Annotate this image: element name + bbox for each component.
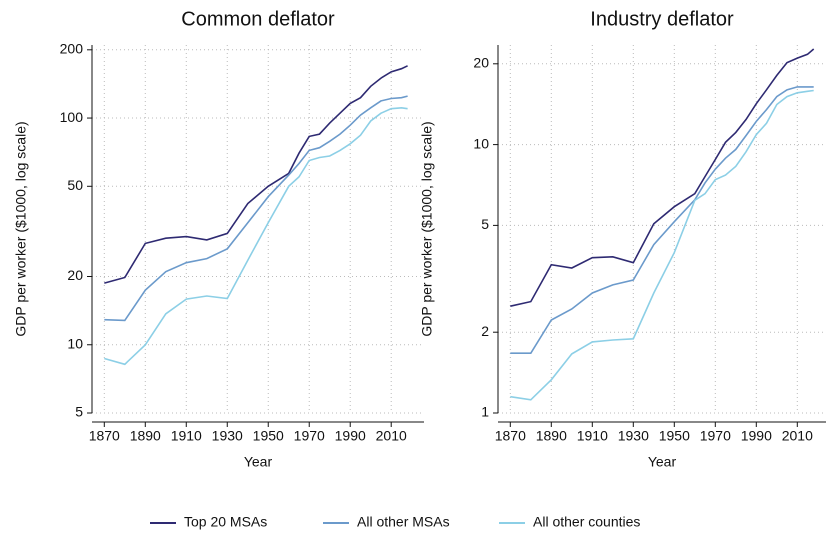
- x-tick-label: 1890: [536, 428, 567, 444]
- x-tick-label: 1870: [495, 428, 526, 444]
- x-tick-label: 2010: [782, 428, 813, 444]
- panel-title: Industry deflator: [590, 8, 734, 30]
- x-tick-label: 1990: [741, 428, 772, 444]
- series-line: [104, 95, 408, 322]
- x-tick-label: 1910: [577, 428, 608, 444]
- y-axis-label: GDP per worker ($1000, log scale): [13, 121, 29, 336]
- y-tick-label: 1: [481, 404, 489, 420]
- y-tick-label: 5: [75, 404, 83, 420]
- series-line: [510, 89, 814, 401]
- y-tick-label: 20: [473, 55, 489, 71]
- series-line: [510, 86, 814, 354]
- x-axis-label: Year: [244, 454, 273, 470]
- y-axis-label: GDP per worker ($1000, log scale): [419, 121, 435, 336]
- y-tick-label: 50: [67, 177, 83, 193]
- y-tick-label: 10: [67, 335, 83, 351]
- y-tick-label: 100: [60, 109, 84, 125]
- y-tick-label: 2: [481, 323, 489, 339]
- legend-label: Top 20 MSAs: [184, 514, 267, 530]
- x-tick-label: 1990: [335, 428, 366, 444]
- legend-label: All other counties: [533, 514, 640, 530]
- y-tick-label: 10: [473, 135, 489, 151]
- panel-title: Common deflator: [181, 8, 335, 30]
- x-tick-label: 1950: [253, 428, 284, 444]
- legend-label: All other MSAs: [357, 514, 450, 530]
- series-line: [510, 48, 815, 307]
- x-tick-label: 2010: [376, 428, 407, 444]
- y-tick-label: 20: [67, 267, 83, 283]
- x-tick-label: 1970: [700, 428, 731, 444]
- x-tick-label: 1970: [294, 428, 325, 444]
- x-tick-label: 1870: [89, 428, 120, 444]
- y-tick-label: 5: [481, 216, 489, 232]
- x-tick-label: 1950: [659, 428, 690, 444]
- series-line: [104, 106, 408, 366]
- x-tick-label: 1930: [212, 428, 243, 444]
- y-tick-label: 200: [60, 41, 84, 57]
- x-tick-label: 1890: [130, 428, 161, 444]
- x-tick-label: 1910: [171, 428, 202, 444]
- x-axis-label: Year: [648, 454, 677, 470]
- x-tick-label: 1930: [618, 428, 649, 444]
- series-line: [104, 65, 408, 284]
